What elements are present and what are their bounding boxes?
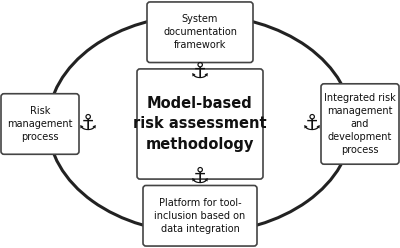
Text: Model-based
risk assessment
methodology: Model-based risk assessment methodology — [133, 95, 267, 153]
Text: ⚓: ⚓ — [78, 114, 98, 134]
Text: Platform for tool-
inclusion based on
data integration: Platform for tool- inclusion based on da… — [154, 198, 246, 234]
FancyBboxPatch shape — [147, 2, 253, 62]
Text: ⚓: ⚓ — [302, 114, 322, 134]
Text: ⚓: ⚓ — [190, 62, 210, 82]
Text: System
documentation
framework: System documentation framework — [163, 14, 237, 50]
Text: Risk
management
process: Risk management process — [7, 106, 73, 142]
FancyBboxPatch shape — [1, 94, 79, 154]
FancyBboxPatch shape — [137, 69, 263, 179]
FancyBboxPatch shape — [321, 84, 399, 164]
FancyBboxPatch shape — [143, 186, 257, 246]
Text: ⚓: ⚓ — [190, 166, 210, 186]
Text: Integrated risk
management
and
development
process: Integrated risk management and developme… — [324, 93, 396, 155]
